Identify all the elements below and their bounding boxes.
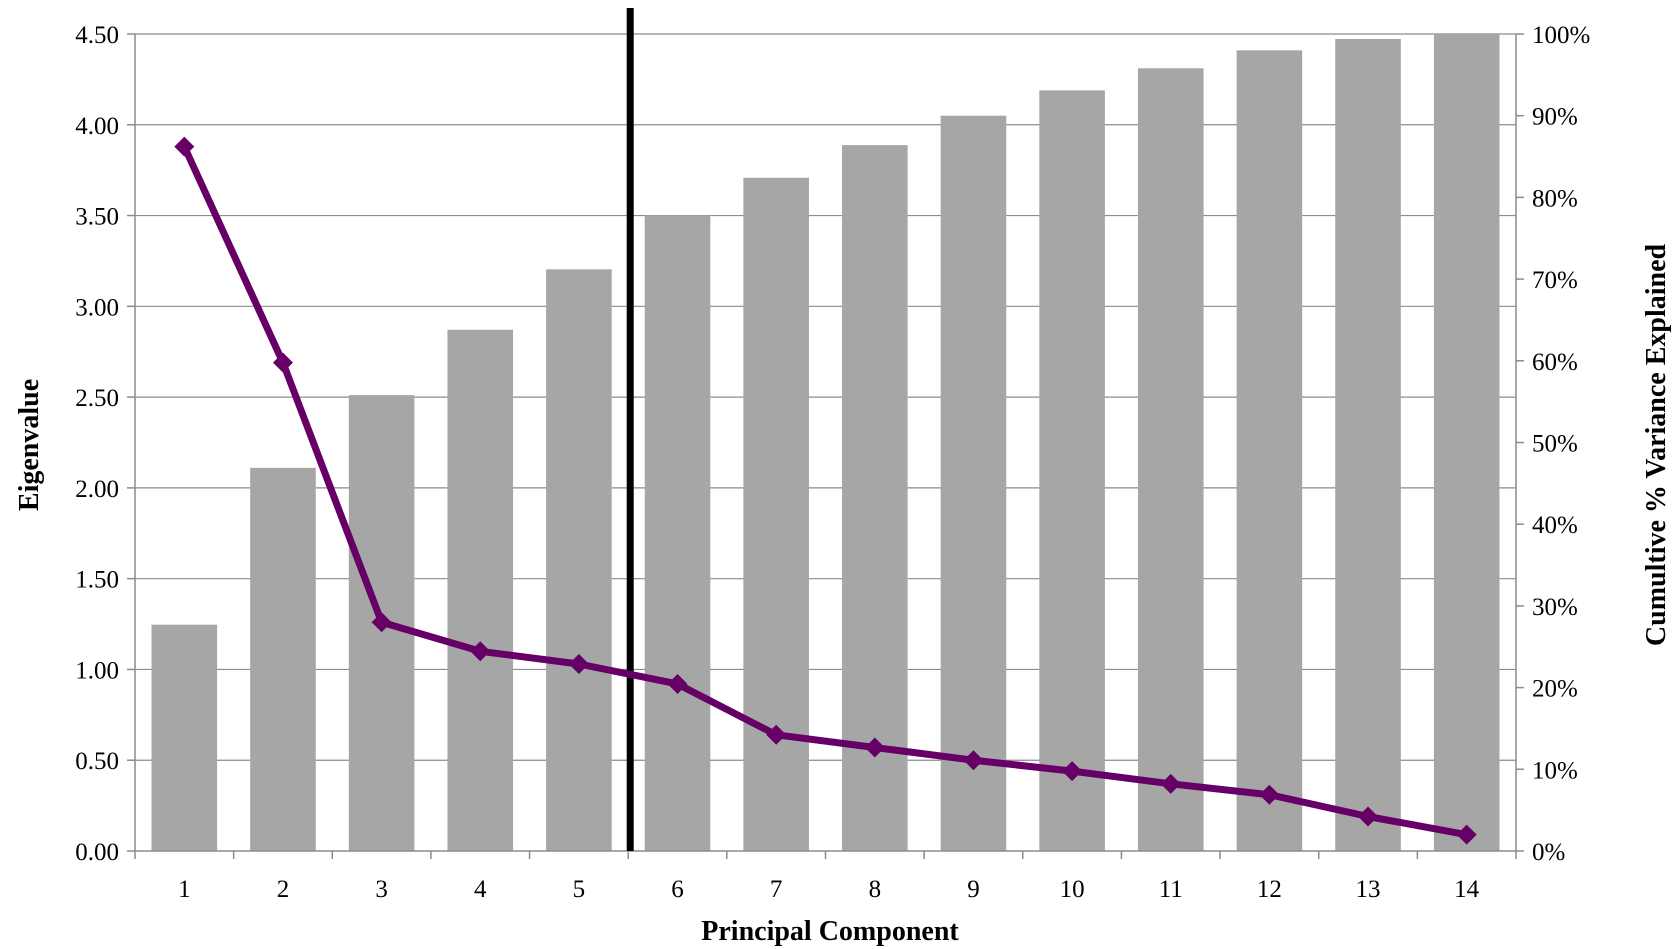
right-tick-label: 30% — [1532, 594, 1578, 621]
bar — [1335, 38, 1401, 852]
x-tick-label: 11 — [1159, 876, 1183, 903]
right-tick-label: 80% — [1532, 185, 1578, 212]
bar — [151, 624, 218, 851]
right-tick-label: 10% — [1532, 757, 1578, 784]
gridlines — [135, 33, 1516, 761]
x-tick-label: 5 — [573, 876, 586, 903]
eigenvalue-point — [371, 612, 392, 633]
x-tick-label: 8 — [869, 876, 882, 903]
eigenvalue-point — [568, 653, 589, 674]
eigenvalue-point — [174, 136, 195, 157]
x-tick-label: 12 — [1257, 876, 1282, 903]
x-tick-label: 6 — [671, 876, 684, 903]
bar — [1433, 34, 1500, 851]
eigenvalue-point — [963, 750, 984, 771]
right-tick-label: 90% — [1532, 104, 1578, 131]
left-tick-label: 1.00 — [75, 657, 119, 684]
left-tick-label: 4.50 — [75, 22, 119, 49]
eigenvalue-point — [272, 352, 293, 373]
bar — [546, 269, 612, 851]
right-tick-label: 70% — [1532, 267, 1578, 294]
bar — [743, 177, 809, 852]
x-tick-label: 7 — [770, 876, 783, 903]
x-tick-label: 3 — [375, 876, 388, 903]
right-tick-label: 100% — [1532, 22, 1590, 49]
eigenvalue-point — [766, 724, 787, 745]
left-tick-label: 2.00 — [75, 476, 119, 503]
x-axis-title: Principal Component — [701, 916, 959, 947]
x-tick-label: 14 — [1454, 876, 1480, 903]
eigenvalue-point — [1259, 784, 1280, 805]
left-tick-label: 0.50 — [75, 748, 119, 775]
bar — [940, 115, 1007, 851]
right-tick-label: 50% — [1532, 431, 1578, 458]
left-tick-label: 0.00 — [75, 839, 119, 866]
right-axis-ticks: 0% 10% 20% 30% 40% 50% 60% 70% 80% 90% 100% — [1516, 22, 1590, 866]
eigenvalue-point — [1358, 806, 1379, 827]
bar — [644, 215, 711, 851]
bar-series — [151, 34, 1500, 852]
bar — [250, 467, 316, 851]
right-tick-label: 0% — [1532, 839, 1565, 866]
eigenvalue-point — [1456, 824, 1477, 845]
left-tick-label: 3.50 — [75, 204, 119, 231]
right-axis-title: Cumultive % Variance Explained — [1641, 244, 1672, 647]
left-tick-label: 4.00 — [75, 113, 119, 140]
left-tick-label: 1.50 — [75, 567, 119, 594]
bar — [1039, 90, 1105, 852]
bar — [1236, 50, 1303, 851]
eigenvalue-point — [1160, 773, 1181, 794]
eigenvalue-line — [181, 145, 1468, 839]
x-tick-label: 13 — [1356, 876, 1381, 903]
x-tick-label: 1 — [178, 876, 191, 903]
x-tick-label: 2 — [277, 876, 290, 903]
bar — [1137, 68, 1204, 851]
right-tick-label: 20% — [1532, 676, 1578, 703]
left-axis-title: Eigenvalue — [14, 379, 45, 511]
x-tick-label: 4 — [474, 876, 487, 903]
line-series — [174, 136, 1477, 845]
eigenvalue-point — [470, 641, 491, 662]
bar — [447, 329, 514, 851]
right-tick-label: 40% — [1532, 512, 1578, 539]
left-tick-label: 2.50 — [75, 385, 119, 412]
left-axis-ticks: 0.00 0.50 1.00 1.50 2.00 2.50 3.00 3.50 4.00 4.50 — [75, 22, 135, 866]
eigenvalue-point — [1062, 761, 1083, 782]
bar — [842, 145, 908, 851]
x-tick-label: 9 — [967, 876, 980, 903]
left-tick-label: 3.00 — [75, 294, 119, 321]
eigenvalue-point — [864, 737, 885, 758]
x-tick-label: 10 — [1060, 876, 1085, 903]
eigenvalue-point — [667, 673, 688, 694]
right-tick-label: 60% — [1532, 349, 1578, 376]
axes — [134, 34, 1517, 852]
x-axis-ticks: 1 2 3 4 5 6 7 8 9 10 11 12 13 14 — [134, 851, 1517, 903]
